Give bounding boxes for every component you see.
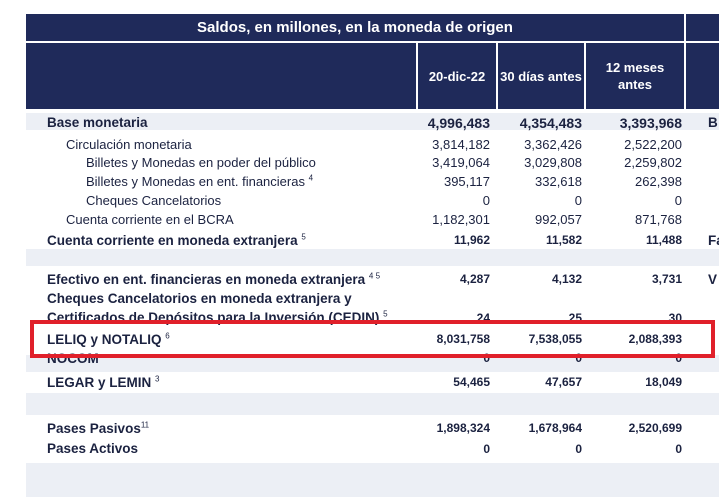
row-label-leliq: LELIQ y NOTALIQ 6 — [47, 331, 170, 347]
value-efectivo-col1: 4,287 — [459, 272, 490, 286]
value-base-col2: 4,354,483 — [519, 115, 582, 131]
row-band — [26, 393, 719, 415]
row-band — [26, 463, 719, 497]
value-cheques-col2: 0 — [574, 193, 582, 208]
value-circ-col2: 3,362,426 — [524, 137, 582, 152]
value-legar-col1: 54,465 — [453, 375, 490, 389]
value-cuentabcra-col2: 992,057 — [535, 212, 582, 227]
value-cuentabcra-col1: 1,182,301 — [432, 212, 490, 227]
highlight-box — [30, 320, 715, 358]
row-band — [26, 355, 719, 372]
value-efectivo-col3: 3,731 — [651, 272, 682, 286]
right-cut-label: V — [708, 272, 718, 287]
row-band — [26, 249, 719, 266]
value-cuentame-col2: 11,582 — [545, 233, 582, 247]
value-circ-col3: 2,522,200 — [624, 137, 682, 152]
row-label-billetes-financieras: Billetes y Monedas en ent. financieras 4 — [86, 173, 314, 189]
value-pasesp-col1: 1,898,324 — [436, 421, 490, 435]
table-title: Saldos, en millones, en la moneda de ori… — [26, 14, 684, 41]
value-billpub-col3: 2,259,802 — [624, 155, 682, 170]
row-label-billetes-publico: Billetes y Monedas en poder del público — [86, 155, 316, 170]
value-billpub-col1: 3,419,064 — [432, 155, 490, 170]
right-cut-label: Fa — [708, 233, 719, 248]
row-label-cedin-line1: Cheques Cancelatorios en moneda extranje… — [47, 291, 352, 306]
col-header-30-days: 30 días antes — [498, 43, 584, 109]
value-pasesa-col3: 0 — [675, 442, 682, 456]
value-billpub-col2: 3,029,808 — [524, 155, 582, 170]
value-cuentame-col1: 11,962 — [453, 233, 490, 247]
value-billfin-col1: 395,117 — [443, 174, 490, 189]
row-label-efectivo-me: Efectivo en ent. financieras en moneda e… — [47, 271, 381, 287]
value-leliq-col1: 8,031,758 — [436, 332, 490, 346]
header-cell-right-2 — [686, 43, 719, 109]
value-cheques-col3: 0 — [674, 193, 682, 208]
value-base-col3: 3,393,968 — [619, 115, 682, 131]
value-legar-col3: 18,049 — [645, 375, 682, 389]
value-efectivo-col2: 4,132 — [551, 272, 582, 286]
header-cell-right — [686, 14, 719, 41]
col-header-12-months: 12 meses antes — [586, 43, 684, 109]
value-billfin-col3: 262,398 — [635, 174, 682, 189]
value-nocom-col3: 0 — [675, 351, 682, 365]
row-label-cuenta-bcra: Cuenta corriente en el BCRA — [66, 212, 234, 227]
value-leliq-col3: 2,088,393 — [628, 332, 682, 346]
header-label-cell — [26, 43, 416, 109]
value-pasesp-col3: 2,520,699 — [628, 421, 682, 435]
value-base-col1: 4,996,483 — [427, 115, 490, 131]
row-band — [26, 113, 719, 130]
value-legar-col2: 47,657 — [545, 375, 582, 389]
row-label-pases-pasivos: Pases Pasivos11 — [47, 420, 150, 436]
row-label-pases-activos: Pases Activos — [47, 441, 139, 456]
value-leliq-col2: 7,538,055 — [528, 332, 582, 346]
value-circ-col1: 3,814,182 — [432, 137, 490, 152]
value-billfin-col2: 332,618 — [535, 174, 582, 189]
row-label-cuenta-me: Cuenta corriente en moneda extranjera 5 — [47, 232, 306, 248]
value-pasesa-col2: 0 — [575, 442, 582, 456]
value-pasesp-col2: 1,678,964 — [528, 421, 582, 435]
value-cuentame-col3: 11,488 — [645, 233, 682, 247]
row-label-legar: LEGAR y LEMIN 3 — [47, 374, 160, 390]
value-nocom-col2: 0 — [575, 351, 582, 365]
row-label-circulacion: Circulación monetaria — [66, 137, 192, 152]
value-cuentabcra-col3: 871,768 — [635, 212, 682, 227]
right-cut-label: B — [708, 115, 718, 130]
row-label-base-monetaria: Base monetaria — [47, 115, 148, 130]
value-pasesa-col1: 0 — [483, 442, 490, 456]
col-header-date: 20-dic-22 — [418, 43, 496, 109]
value-nocom-col1: 0 — [483, 351, 490, 365]
value-cheques-col1: 0 — [482, 193, 490, 208]
row-label-cheques: Cheques Cancelatorios — [86, 193, 222, 208]
